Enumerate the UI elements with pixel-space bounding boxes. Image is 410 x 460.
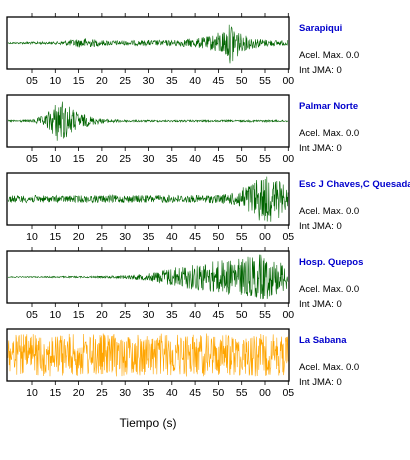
x-tick-label: 55	[259, 75, 271, 87]
int-jma-label: Int JMA: 0	[299, 221, 342, 232]
x-tick-label: 45	[189, 231, 201, 243]
panel-2: 05 10 15 20 25 30 35 40 45 50 55 00	[6, 94, 294, 165]
x-tick-label: 05	[26, 75, 38, 87]
int-jma-label: Int JMA: 0	[299, 65, 342, 76]
x-tick-label: 15	[49, 387, 61, 399]
waveform-trace	[7, 24, 288, 64]
x-tick-label: 05	[26, 153, 38, 165]
x-tick-label: 20	[96, 75, 108, 87]
x-tick-label: 55	[259, 309, 271, 321]
x-tick-label: 45	[213, 309, 225, 321]
x-axis-label: Tiempo (s)	[120, 416, 177, 430]
x-tick-label: 40	[189, 153, 201, 165]
x-tick-label: 50	[236, 153, 248, 165]
x-tick-label: 00	[282, 309, 294, 321]
acel-max-label: Acel. Max. 0.0	[299, 284, 360, 295]
acel-max-label: Acel. Max. 0.0	[299, 50, 360, 61]
x-tick-label: 20	[96, 309, 108, 321]
acel-max-label: Acel. Max. 0.0	[299, 206, 360, 217]
x-tick-label: 15	[49, 231, 61, 243]
int-jma-label: Int JMA: 0	[299, 377, 342, 388]
x-tick-label: 50	[236, 309, 248, 321]
waveform-trace	[8, 101, 289, 141]
x-tick-label: 25	[96, 387, 108, 399]
int-jma-label: Int JMA: 0	[299, 143, 342, 154]
panel-frame	[6, 94, 290, 148]
x-tick-label: 40	[166, 231, 178, 243]
x-tick-label: 05	[282, 387, 294, 399]
panel-frame	[6, 250, 290, 304]
x-tick-label: 10	[49, 309, 61, 321]
panel-1: 05 10 15 20 25 30 35 40 45 50 55 00	[6, 13, 294, 87]
x-tick-label: 05	[26, 309, 38, 321]
x-tick-label: 35	[166, 75, 178, 87]
x-tick-label: 55	[236, 231, 248, 243]
station-name: La Sabana	[299, 335, 347, 346]
x-tick-label: 35	[143, 231, 155, 243]
panel-frame	[6, 172, 290, 226]
x-tick-label: 45	[213, 75, 225, 87]
station-name: Palmar Norte	[299, 101, 359, 112]
x-tick-label: 10	[26, 231, 38, 243]
x-tick-label: 25	[119, 309, 131, 321]
x-tick-label: 15	[73, 309, 85, 321]
x-tick-label: 30	[119, 387, 131, 399]
x-tick-label: 05	[282, 231, 294, 243]
panel-5: 10 15 20 25 30 35 40 45 50 55 00 05	[6, 328, 294, 399]
waveform-trace	[7, 333, 289, 377]
x-tick-label: 30	[119, 231, 131, 243]
x-tick-label: 00	[282, 153, 294, 165]
x-tick-label: 25	[119, 153, 131, 165]
x-tick-label: 30	[143, 153, 155, 165]
x-tick-label: 25	[119, 75, 131, 87]
x-tick-label: 10	[49, 75, 61, 87]
x-tick-label: 50	[236, 75, 248, 87]
panel-4: 05 10 15 20 25 30 35 40 45 50 55 00	[6, 247, 294, 321]
acel-max-label: Acel. Max. 0.0	[299, 128, 360, 139]
x-tick-label: 50	[213, 387, 225, 399]
acel-max-label: Acel. Max. 0.0	[299, 362, 360, 373]
x-tick-label: 35	[166, 153, 178, 165]
x-tick-label: 20	[73, 231, 85, 243]
station-name: Hosp. Quepos	[299, 257, 364, 268]
x-tick-label: 00	[282, 75, 294, 87]
x-tick-label: 15	[73, 75, 85, 87]
station-name: Sarapiqui	[299, 23, 343, 34]
x-tick-label: 15	[73, 153, 85, 165]
int-jma-label: Int JMA: 0	[299, 299, 342, 310]
x-tick-label: 35	[166, 309, 178, 321]
x-tick-label: 20	[73, 387, 85, 399]
panel-frame	[6, 328, 290, 382]
x-tick-label: 55	[236, 387, 248, 399]
x-tick-label: 40	[189, 75, 201, 87]
x-tick-label: 30	[143, 309, 155, 321]
x-tick-label: 45	[189, 387, 201, 399]
x-tick-label: 25	[96, 231, 108, 243]
x-tick-label: 10	[49, 153, 61, 165]
waveform-trace	[7, 254, 289, 300]
x-tick-label: 10	[26, 387, 38, 399]
station-name: Esc J Chaves,C Quesada	[299, 179, 410, 190]
x-tick-label: 20	[96, 153, 108, 165]
x-tick-label: 35	[143, 387, 155, 399]
x-tick-label: 45	[213, 153, 225, 165]
panel-3: 10 15 20 25 30 35 40 45 50 55 00 05	[6, 172, 294, 243]
x-tick-label: 00	[259, 387, 271, 399]
waveform-trace	[7, 176, 289, 222]
x-tick-label: 40	[189, 309, 201, 321]
x-tick-label: 40	[166, 387, 178, 399]
x-tick-label: 30	[143, 75, 155, 87]
panel-frame	[6, 16, 290, 70]
x-tick-label: 50	[213, 231, 225, 243]
x-tick-label: 55	[259, 153, 271, 165]
x-tick-label: 00	[259, 231, 271, 243]
